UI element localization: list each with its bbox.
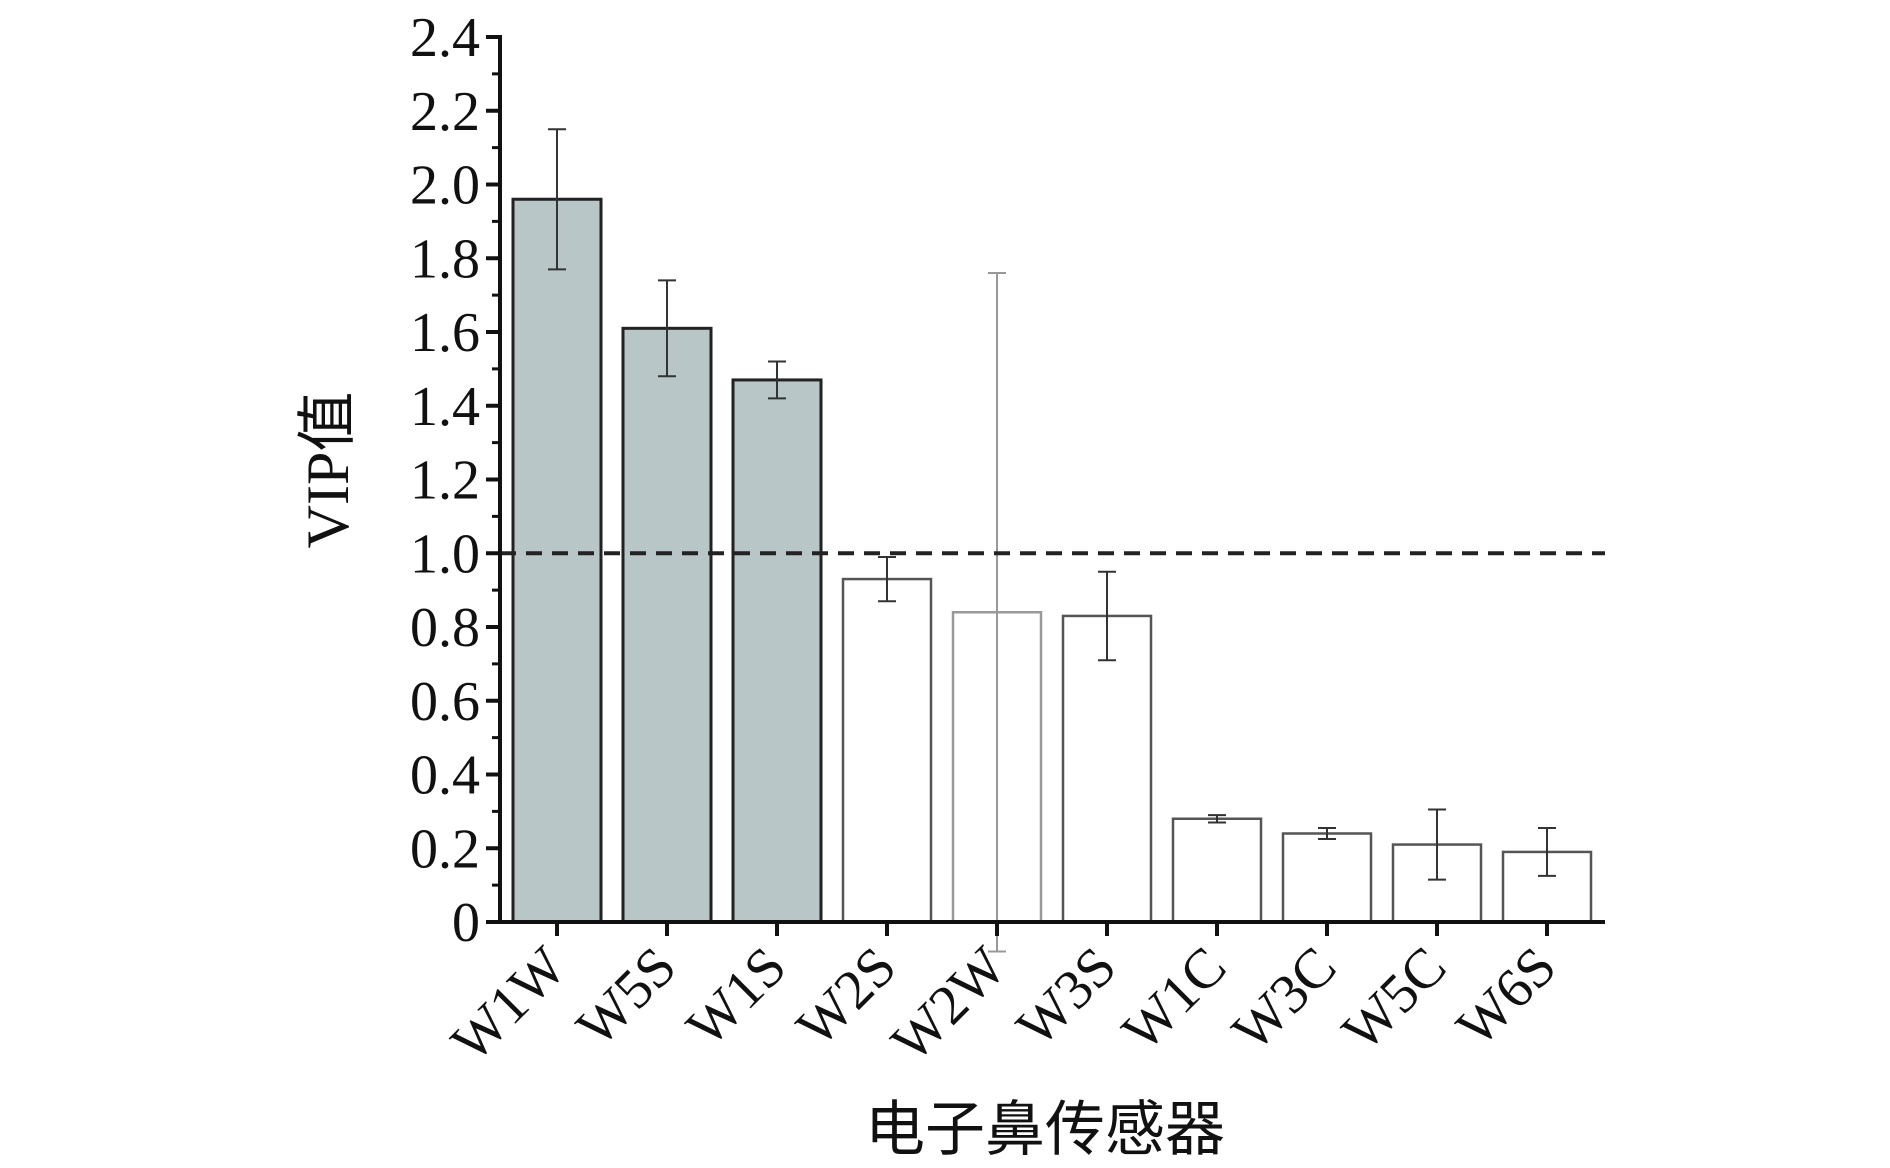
axes-layer [486,35,1605,936]
bar-w1c [1171,817,1263,924]
y-tick-label: 0.8 [410,597,480,659]
error-bar-w1w [548,128,566,271]
y-tick-label: 0 [452,892,480,954]
bar-w3s [1061,614,1153,924]
bar-w3c [1281,832,1373,924]
bar-w5s [621,326,713,924]
error-bar-w1c [1208,814,1226,824]
x-tick-label-w3c: W3C [1221,935,1348,1062]
y-tick-label: 1.4 [410,376,480,438]
y-tick-label: 2.2 [410,81,480,143]
error-bar-w6s [1538,826,1556,877]
error-bars-layer [548,128,1556,953]
bar-w1s [731,378,823,924]
y-tick-label: 1.2 [410,450,480,512]
bar-w2s [841,577,933,924]
bar-w1w [511,197,603,924]
x-tick-label-w6s: W6S [1445,935,1568,1058]
y-tick-label: 1.6 [410,302,480,364]
x-tick-label-w1w: W1W [440,935,578,1073]
error-bar-w5c [1428,808,1446,881]
x-tick-label-w5s: W5S [565,935,688,1058]
y-tick-label: 0.4 [410,745,480,807]
error-bar-w3s [1098,570,1116,662]
error-bar-w3c [1318,826,1336,841]
x-tick-label-w2w: W2W [880,935,1018,1073]
y-tick-label: 1.0 [410,523,480,585]
x-tick-label-w5c: W5C [1331,935,1458,1062]
y-axis-title: VIP值 [295,392,361,549]
y-tick-label: 2.0 [410,155,480,217]
x-tick-label-w1s: W1S [675,935,798,1058]
x-tick-label-w3s: W3S [1005,935,1128,1058]
y-tick-label: 0.6 [410,671,480,733]
bars-layer [511,197,1593,924]
x-axis-title: 电子鼻传感器 [865,1097,1225,1163]
y-tick-label: 0.2 [410,818,480,880]
error-bar-w5s [658,279,676,378]
y-tick-label: 2.4 [410,7,480,69]
error-bar-w1s [768,360,786,400]
x-tick-label-w1c: W1C [1111,935,1238,1062]
error-bar-w2s [878,555,896,603]
error-bar-w2w [988,272,1006,953]
y-tick-label: 1.8 [410,228,480,290]
